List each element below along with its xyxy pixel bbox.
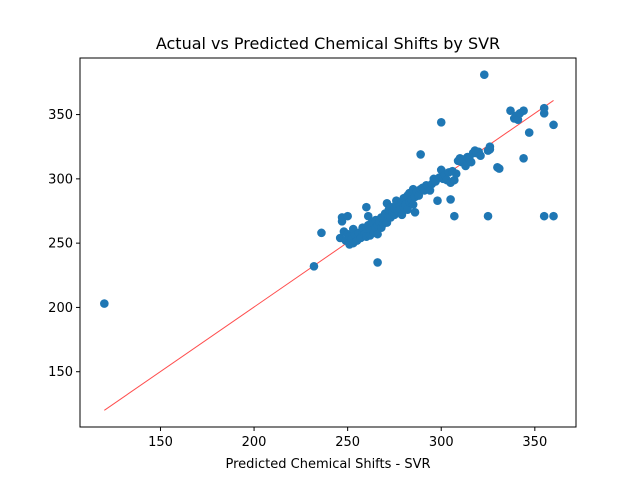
plot-area-frame [79,57,577,428]
x-tick-label: 250 [335,435,360,450]
x-tick-label: 300 [429,435,454,450]
y-tick-label: 350 [48,108,73,123]
data-point [436,117,446,127]
data-point [479,70,489,80]
data-point [433,196,442,206]
data-point [539,211,549,221]
chart-title: Actual vs Predicted Chemical Shifts by S… [156,34,500,53]
data-point [450,211,459,221]
x-axis-ticks: 150 200 250 300 350 [148,427,547,450]
data-point [549,120,558,130]
data-point [309,261,319,271]
data-point [363,211,373,221]
data-point [506,106,515,116]
data-point [362,202,371,212]
data-point [408,200,418,209]
data-point [317,228,326,238]
data-point [410,207,420,217]
data-point [343,211,352,221]
data-point [100,299,109,308]
data-points-layer [100,70,558,308]
data-point [476,151,485,161]
data-point [373,258,382,267]
data-point [466,157,476,167]
data-point [524,128,534,137]
data-point [397,210,407,220]
data-point [403,205,412,215]
data-point [483,211,493,221]
y-tick-label: 250 [48,237,73,252]
x-tick-label: 200 [242,435,267,450]
data-point [519,153,528,163]
data-point [416,150,425,159]
y-tick-label: 200 [48,301,73,316]
data-point [519,106,528,116]
data-point [539,103,549,113]
data-point [494,164,504,173]
data-point [446,195,455,204]
data-point [485,144,495,154]
data-point [549,211,558,221]
y-axis-ticks: 150 200 250 300 350 [48,108,80,380]
x-axis-title: Predicted Chemical Shifts - SVR [225,457,430,472]
x-tick-label: 150 [148,435,173,450]
x-tick-label: 350 [522,435,547,450]
data-point [451,169,461,179]
y-tick-label: 150 [48,365,73,380]
data-point [373,229,382,239]
y-tick-label: 300 [48,172,73,187]
